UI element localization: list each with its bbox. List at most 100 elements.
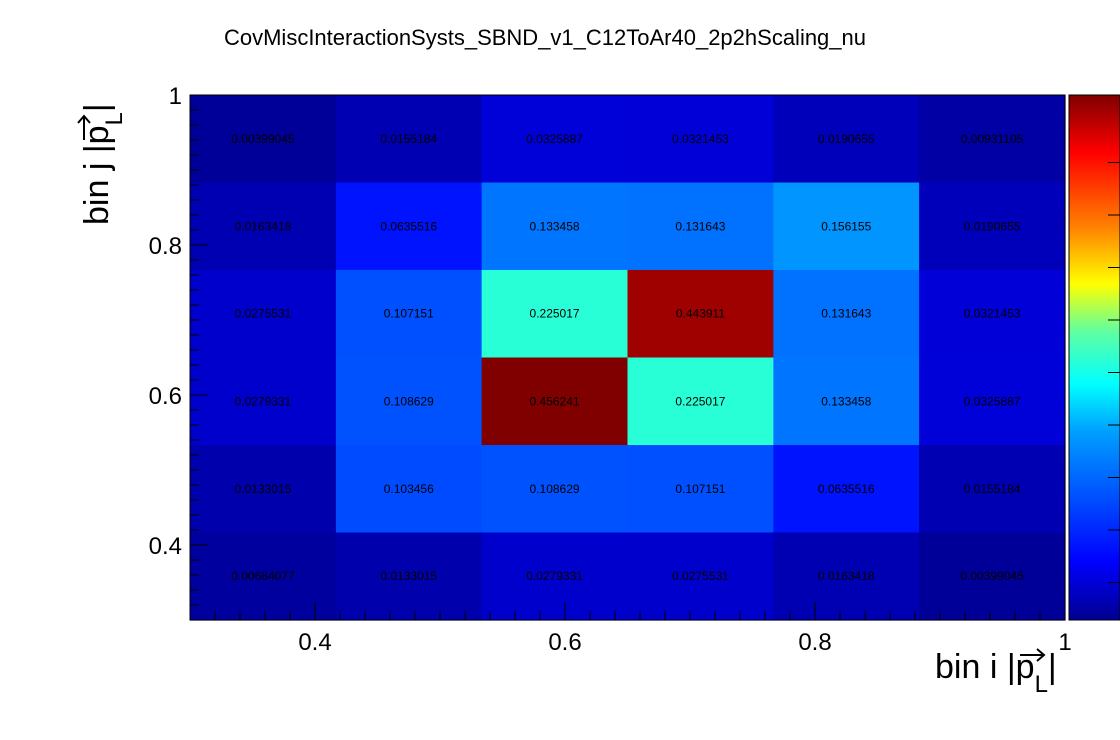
- heatmap-cell: [627, 445, 774, 534]
- heatmap-cells: [190, 95, 1066, 621]
- heatmap-cell-label: 0.0155184: [380, 132, 437, 146]
- x-axis-title-sub: L: [1035, 671, 1048, 698]
- heatmap-cell-label: 0.0275531: [235, 307, 292, 321]
- heatmap-cell-label: 0.0279331: [526, 569, 583, 583]
- heatmap-cell: [190, 357, 337, 446]
- color-bar: [1068, 94, 1120, 621]
- heatmap-cell-label: 0.103456: [384, 482, 434, 496]
- chart-title: CovMiscInteractionSysts_SBND_v1_C12ToAr4…: [224, 25, 866, 50]
- heatmap-cell: [773, 182, 920, 271]
- heatmap-cell-label: 0.0155184: [964, 482, 1021, 496]
- x-axis-title-close: |: [1048, 648, 1057, 686]
- heatmap-cell-labels: 0.00399045 0.0155184 0.0325887 0.0321453 0.0…: [231, 132, 1024, 583]
- heatmap-cell-label: 0.0190655: [964, 219, 1021, 233]
- y-tick-label: 1: [169, 83, 182, 110]
- heatmap-cell-label: 0.00399045: [231, 132, 295, 146]
- y-axis-title-main: bin j |p: [78, 125, 116, 225]
- heatmap-cell-label: 0.0635516: [380, 219, 437, 233]
- heatmap-cell: [190, 269, 337, 359]
- x-tick-label: 0.8: [798, 629, 831, 656]
- heatmap-cell: [335, 357, 483, 446]
- y-axis-vector-arrow: [77, 114, 91, 140]
- heatmap-cell: [481, 269, 629, 359]
- heatmap-cell: [773, 532, 920, 621]
- y-axis-title: bin j |pL|: [77, 103, 128, 225]
- heatmap-cell: [190, 95, 337, 184]
- y-axis-title-sub: L: [101, 112, 128, 125]
- heatmap-cell: [335, 445, 483, 534]
- heatmap-cell: [919, 182, 1066, 271]
- color-bar-ticks: [1108, 162, 1120, 583]
- heatmap-cell-label: 0.0325887: [964, 394, 1021, 408]
- heatmap-cell: [773, 95, 920, 184]
- x-axis-ticks: 0.4 0.6 0.8 1: [189, 602, 1072, 656]
- heatmap-cell: [919, 532, 1066, 621]
- heatmap-cell-label: 0.0163418: [235, 219, 292, 233]
- heatmap-cell: [627, 357, 774, 446]
- plot-frame: [189, 94, 1066, 621]
- heatmap-cell: [190, 532, 337, 621]
- heatmap-cell-label: 0.108629: [530, 482, 580, 496]
- heatmap-cell: [773, 357, 920, 446]
- heatmap-cell: [627, 532, 774, 621]
- heatmap-cell: [919, 445, 1066, 534]
- heatmap-cell-label: 0.0321453: [672, 132, 729, 146]
- x-axis-vector-arrow: [1020, 648, 1046, 662]
- heatmap-cell-label: 0.133458: [530, 219, 580, 233]
- heatmap-cell-label: 0.0190655: [818, 132, 875, 146]
- heatmap-cell-label: 0.0325887: [526, 132, 583, 146]
- heatmap-cell: [627, 95, 774, 184]
- heatmap-cell-label: 0.225017: [530, 307, 580, 321]
- x-axis-title: bin i |pL|: [935, 648, 1057, 698]
- heatmap-cell-label: 0.133458: [821, 394, 871, 408]
- x-tick-label: 0.6: [548, 629, 581, 656]
- color-bar-gradient: [1068, 94, 1120, 621]
- heatmap-cell-label: 0.131643: [821, 307, 871, 321]
- heatmap-cell-label: 0.0133015: [235, 482, 292, 496]
- heatmap-cell: [190, 445, 337, 534]
- x-axis-title-main: bin i |p: [935, 648, 1035, 686]
- heatmap-cell: [481, 532, 629, 621]
- heatmap-cell-label: 0.107151: [384, 307, 434, 321]
- y-axis-title-close: |: [78, 103, 116, 112]
- heatmap-cell: [335, 95, 483, 184]
- heatmap-cell: [919, 357, 1066, 446]
- heatmap-cell-label: 0.443911: [676, 307, 725, 321]
- heatmap-cell-label: 0.131643: [675, 219, 725, 233]
- x-tick-label: 1: [1058, 629, 1071, 656]
- heatmap-cell: [773, 445, 920, 534]
- heatmap-cell: [481, 357, 629, 446]
- heatmap-cell: [919, 95, 1066, 184]
- y-tick-label: 0.4: [149, 533, 182, 560]
- heatmap-cell-label: 0.00931105: [961, 132, 1024, 146]
- heatmap-cell-label: 0.0279331: [235, 394, 292, 408]
- heatmap-cell: [481, 95, 629, 184]
- heatmap-cell: [335, 182, 483, 271]
- heatmap-cell-label: 0.0635516: [818, 482, 875, 496]
- heatmap-cell: [627, 269, 774, 359]
- heatmap-cell-label: 0.456241: [530, 394, 580, 408]
- heatmap-cell-label: 0.0321453: [964, 307, 1021, 321]
- heatmap-cell-label: 0.0133015: [380, 569, 437, 583]
- heatmap-cell: [335, 269, 483, 359]
- heatmap-cell: [773, 269, 920, 359]
- heatmap-cell-label: 0.107151: [675, 482, 725, 496]
- heatmap-cell: [919, 269, 1066, 359]
- y-tick-label: 0.8: [149, 233, 182, 260]
- y-axis-ticks: 0.4 0.6 0.8 1: [149, 83, 208, 621]
- x-tick-label: 0.4: [298, 629, 331, 656]
- heatmap-cell-label: 0.225017: [675, 394, 725, 408]
- svg-text:bin j |pL|: bin j |pL|: [78, 103, 128, 225]
- svg-text:bin i |pL|: bin i |pL|: [935, 648, 1057, 698]
- heatmap-cell: [481, 182, 629, 271]
- heatmap-cell: [627, 182, 774, 271]
- heatmap-cell-label: 0.00684077: [231, 569, 295, 583]
- heatmap-cell-label: 0.156155: [821, 219, 871, 233]
- y-tick-label: 0.6: [149, 383, 182, 410]
- heatmap-cell-label: 0.0163418: [818, 569, 875, 583]
- heatmap-cell: [190, 182, 337, 271]
- heatmap-cell: [335, 532, 483, 621]
- heatmap-cell: [481, 445, 629, 534]
- heatmap-cell-label: 0.108629: [384, 394, 434, 408]
